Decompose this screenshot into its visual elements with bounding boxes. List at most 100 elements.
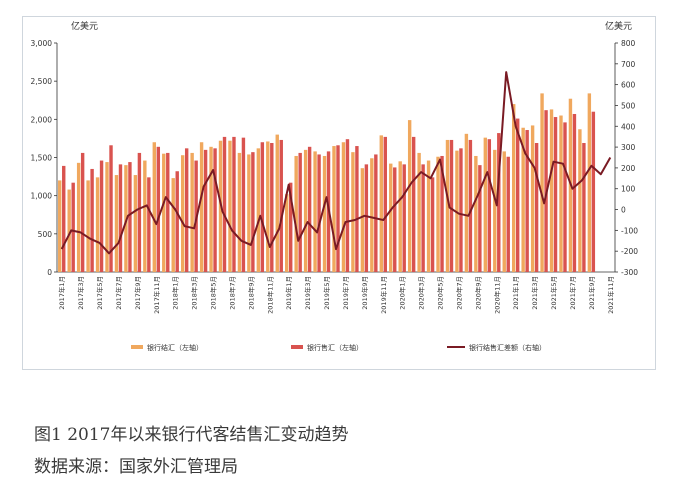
sales-bar (336, 145, 340, 272)
right-tick-label: 500 (621, 101, 636, 110)
left-tick-label: 0 (47, 268, 52, 277)
sales-bar (213, 148, 217, 272)
x-tick-label: 2020年1月 (398, 276, 407, 310)
x-tick-label: 2017年1月 (57, 276, 66, 310)
settlement-bar (152, 142, 157, 272)
left-tick-label: 1,500 (31, 154, 53, 163)
settlement-bar (417, 152, 421, 272)
x-tick-label: 2018年5月 (209, 276, 218, 310)
settlement-bar (436, 156, 440, 272)
settlement-bar (256, 148, 261, 272)
sales-bar (99, 160, 104, 272)
settlement-bar (58, 180, 62, 272)
sales-bar (383, 136, 387, 272)
left-tick-label: 500 (38, 230, 53, 239)
settlement-bar (407, 120, 412, 272)
sales-bar (156, 146, 161, 272)
settlement-bar (285, 194, 289, 272)
settlement-bar (511, 104, 516, 272)
settlement-bar (209, 146, 213, 272)
x-tick-label: 2021年7月 (568, 276, 577, 310)
settlement-bar (578, 129, 582, 272)
sales-bar (515, 118, 520, 272)
sales-bar (307, 146, 312, 272)
settlement-bar (483, 137, 488, 272)
bars (58, 93, 596, 273)
x-tick-label: 2021年1月 (511, 276, 520, 310)
data-source: 数据来源：国家外汇管理局 (34, 457, 238, 477)
sales-bar (421, 164, 425, 272)
settlement-bar (247, 154, 251, 272)
sales-bar (393, 167, 397, 272)
right-axis-unit: 亿美元 (605, 20, 632, 32)
settlement-bar (322, 155, 327, 272)
sales-bar (563, 122, 567, 273)
settlement-bar (313, 151, 317, 272)
settlement-bar (502, 151, 506, 272)
x-tick-label: 2017年11月 (152, 276, 161, 314)
settlement-bar (360, 168, 365, 272)
sales-bar (572, 113, 577, 273)
sales-bar (279, 139, 283, 272)
settlement-bar (294, 155, 298, 272)
left-axis-unit: 亿美元 (71, 20, 98, 32)
sales-bar (298, 152, 302, 272)
settlement-bar (114, 175, 119, 272)
settlement-bar (303, 149, 308, 272)
sales-bar (128, 162, 132, 272)
x-tick-label: 2019年7月 (341, 276, 350, 310)
settlement-bar (133, 175, 138, 272)
settlement-bar (105, 162, 109, 272)
settlement-bar (171, 178, 175, 272)
x-tick-label: 2018年7月 (227, 276, 236, 310)
settlement-bar (389, 163, 393, 272)
settlement-bar (559, 115, 563, 273)
right-tick-label: 0 (621, 206, 626, 215)
settlement-bar (464, 133, 469, 272)
sales-bar (222, 136, 227, 272)
x-tick-label: 2021年11月 (606, 276, 615, 314)
settlement-bar (76, 162, 81, 272)
figure-caption: 图1 2017年以来银行代客结售汇变动趋势 (34, 425, 349, 445)
chart-svg: 亿美元 亿美元 0 500 1,000 1,500 2,000 2,500 3,000 -30… (31, 20, 639, 352)
x-tick-label: 2017年5月 (95, 276, 104, 310)
sales-bar (184, 148, 189, 272)
sales-bar (525, 130, 529, 272)
right-tick-label: 400 (621, 122, 636, 131)
settlement-bar (445, 139, 450, 272)
right-tick-label: 800 (621, 39, 636, 48)
x-tick-label: 2017年3月 (76, 276, 85, 310)
sales-bar (166, 152, 170, 272)
sales-bar (430, 177, 435, 272)
settlement-bar (341, 142, 346, 272)
sales-bar (497, 133, 501, 272)
right-tick-label: 200 (621, 164, 636, 173)
settlement-bar (474, 155, 478, 272)
sales-bar (118, 164, 123, 272)
chart-frame: 亿美元 亿美元 0 500 1,000 1,500 2,000 2,500 3,000 -30… (22, 16, 656, 370)
x-tick-label: 2018年9月 (246, 276, 255, 310)
x-tick-label: 2017年7月 (114, 276, 123, 310)
sales-bar (449, 139, 454, 272)
sales-bar (203, 149, 208, 272)
sales-bar (468, 139, 473, 272)
settlement-bar (143, 160, 147, 272)
sales-bar (440, 155, 444, 272)
sales-bar (345, 139, 350, 272)
x-tick-label: 2021年3月 (530, 276, 539, 310)
settlement-bar (190, 152, 194, 272)
settlement-bar (237, 152, 242, 272)
settlement-bar (162, 153, 166, 272)
settlement-bar (587, 93, 592, 272)
settlement-bar (228, 140, 232, 272)
x-tick-label: 2018年11月 (265, 276, 274, 314)
settlement-bar (180, 155, 185, 272)
x-tick-label: 2019年1月 (284, 276, 293, 310)
legend-label: 银行结售汇差额（右轴） (469, 343, 546, 352)
balance-line (60, 71, 612, 255)
settlement-bar (199, 142, 204, 272)
legend-swatch (131, 345, 143, 349)
left-tick-label: 1,000 (31, 192, 53, 201)
sales-bar (62, 165, 66, 272)
right-tick-label: -200 (621, 247, 638, 256)
